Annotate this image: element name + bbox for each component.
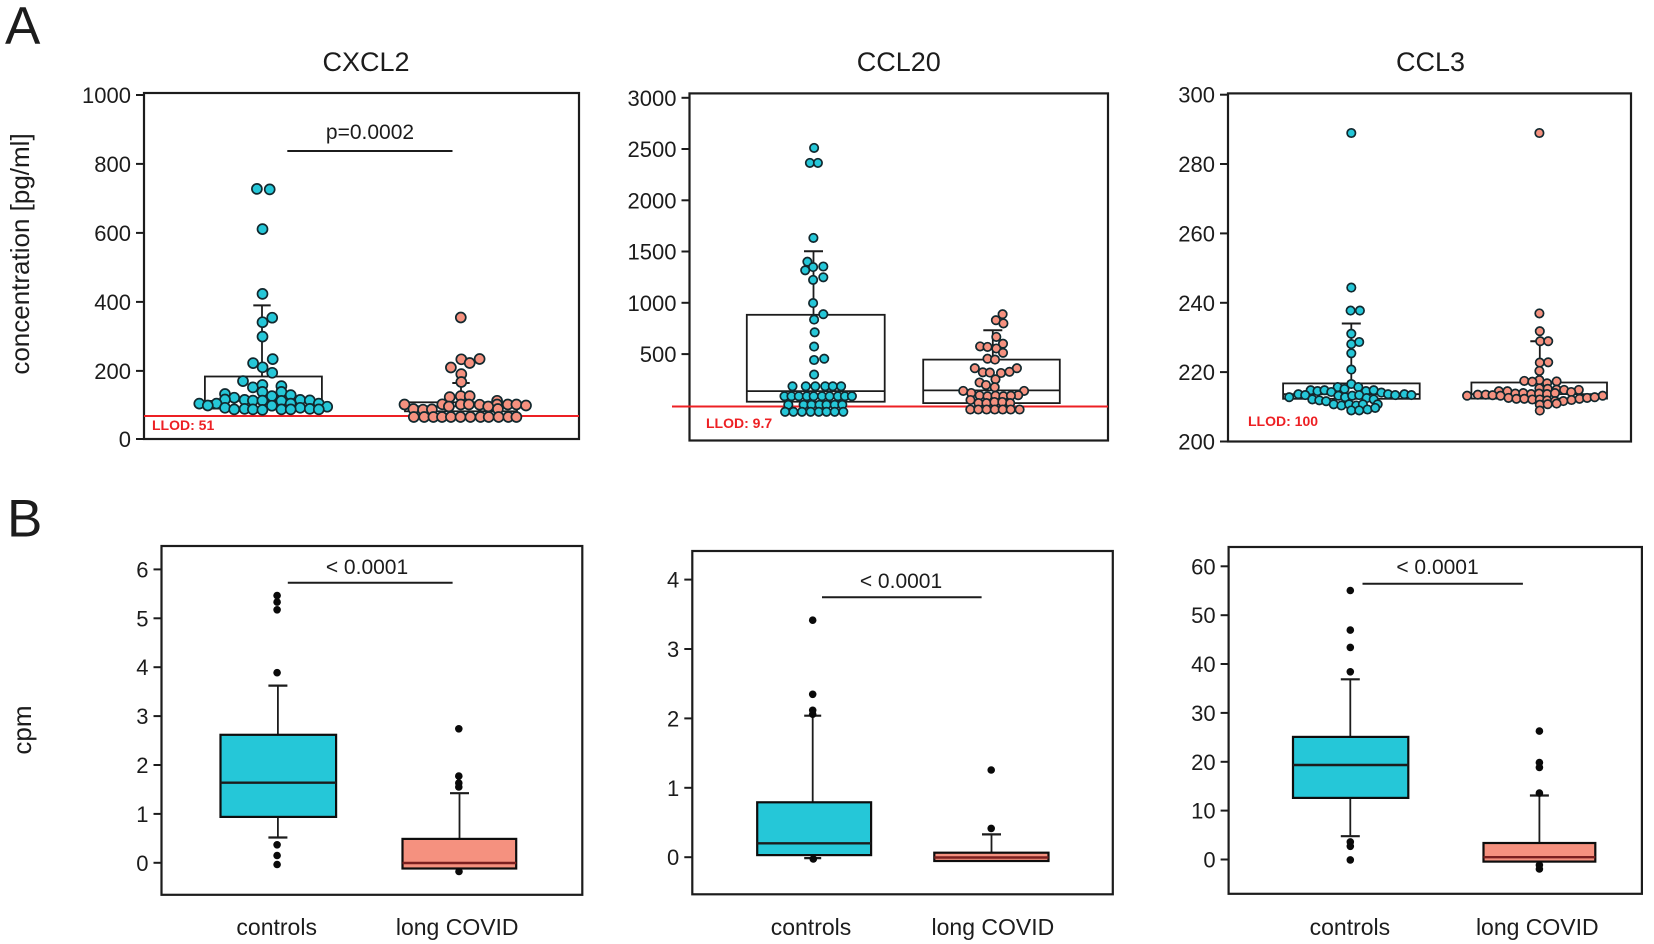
svg-text:LLOD: 100: LLOD: 100 — [1248, 413, 1318, 429]
svg-text:240: 240 — [1178, 291, 1215, 316]
svg-text:long COVID: long COVID — [932, 914, 1055, 940]
svg-text:2: 2 — [667, 706, 679, 731]
svg-text:40: 40 — [1191, 652, 1215, 677]
svg-text:< 0.0001: < 0.0001 — [1396, 556, 1478, 579]
svg-text:< 0.0001: < 0.0001 — [326, 556, 408, 579]
svg-text:280: 280 — [1178, 152, 1215, 177]
svg-text:1: 1 — [136, 802, 148, 827]
svg-text:controls: controls — [1310, 914, 1391, 940]
svg-text:0: 0 — [1203, 848, 1215, 873]
svg-text:1000: 1000 — [628, 291, 677, 316]
svg-text:220: 220 — [1178, 360, 1215, 385]
svg-text:2500: 2500 — [628, 137, 677, 162]
svg-text:800: 800 — [94, 152, 131, 177]
svg-text:1000: 1000 — [82, 83, 131, 108]
svg-text:0: 0 — [136, 851, 148, 876]
svg-text:600: 600 — [94, 221, 131, 246]
svg-text:2000: 2000 — [628, 188, 677, 213]
svg-text:CXCL2: CXCL2 — [322, 47, 409, 77]
svg-text:6: 6 — [136, 557, 148, 582]
svg-text:p=0.0002: p=0.0002 — [326, 121, 414, 144]
svg-text:long COVID: long COVID — [1476, 914, 1599, 940]
svg-text:3: 3 — [667, 637, 679, 662]
svg-text:A: A — [5, 0, 41, 56]
svg-text:0: 0 — [119, 427, 131, 452]
svg-text:400: 400 — [94, 290, 131, 315]
svg-text:260: 260 — [1178, 221, 1215, 246]
svg-text:controls: controls — [771, 914, 852, 940]
svg-text:50: 50 — [1191, 603, 1215, 628]
svg-text:60: 60 — [1191, 554, 1215, 579]
svg-text:3: 3 — [136, 704, 148, 729]
svg-text:30: 30 — [1191, 701, 1215, 726]
svg-text:200: 200 — [94, 359, 131, 384]
svg-text:LLOD: 9.7: LLOD: 9.7 — [706, 415, 772, 431]
svg-text:10: 10 — [1191, 799, 1215, 824]
svg-text:concentration [pg/ml]: concentration [pg/ml] — [5, 133, 35, 374]
svg-text:0: 0 — [667, 845, 679, 870]
svg-text:300: 300 — [1178, 83, 1215, 108]
svg-text:200: 200 — [1178, 430, 1215, 455]
svg-text:CCL3: CCL3 — [1396, 47, 1465, 77]
svg-text:5: 5 — [136, 606, 148, 631]
svg-text:4: 4 — [136, 655, 148, 680]
svg-text:CCL20: CCL20 — [857, 47, 941, 77]
svg-text:3000: 3000 — [628, 86, 677, 111]
svg-text:B: B — [7, 490, 42, 549]
svg-text:cpm: cpm — [7, 705, 37, 754]
svg-text:1: 1 — [667, 776, 679, 801]
svg-text:1500: 1500 — [628, 240, 677, 265]
svg-text:controls: controls — [236, 914, 317, 940]
svg-text:2: 2 — [136, 753, 148, 778]
svg-text:long COVID: long COVID — [396, 914, 519, 940]
svg-text:LLOD: 51: LLOD: 51 — [152, 417, 214, 433]
svg-text:4: 4 — [667, 568, 679, 593]
svg-text:20: 20 — [1191, 750, 1215, 775]
svg-text:500: 500 — [640, 342, 677, 367]
svg-text:< 0.0001: < 0.0001 — [860, 570, 942, 593]
